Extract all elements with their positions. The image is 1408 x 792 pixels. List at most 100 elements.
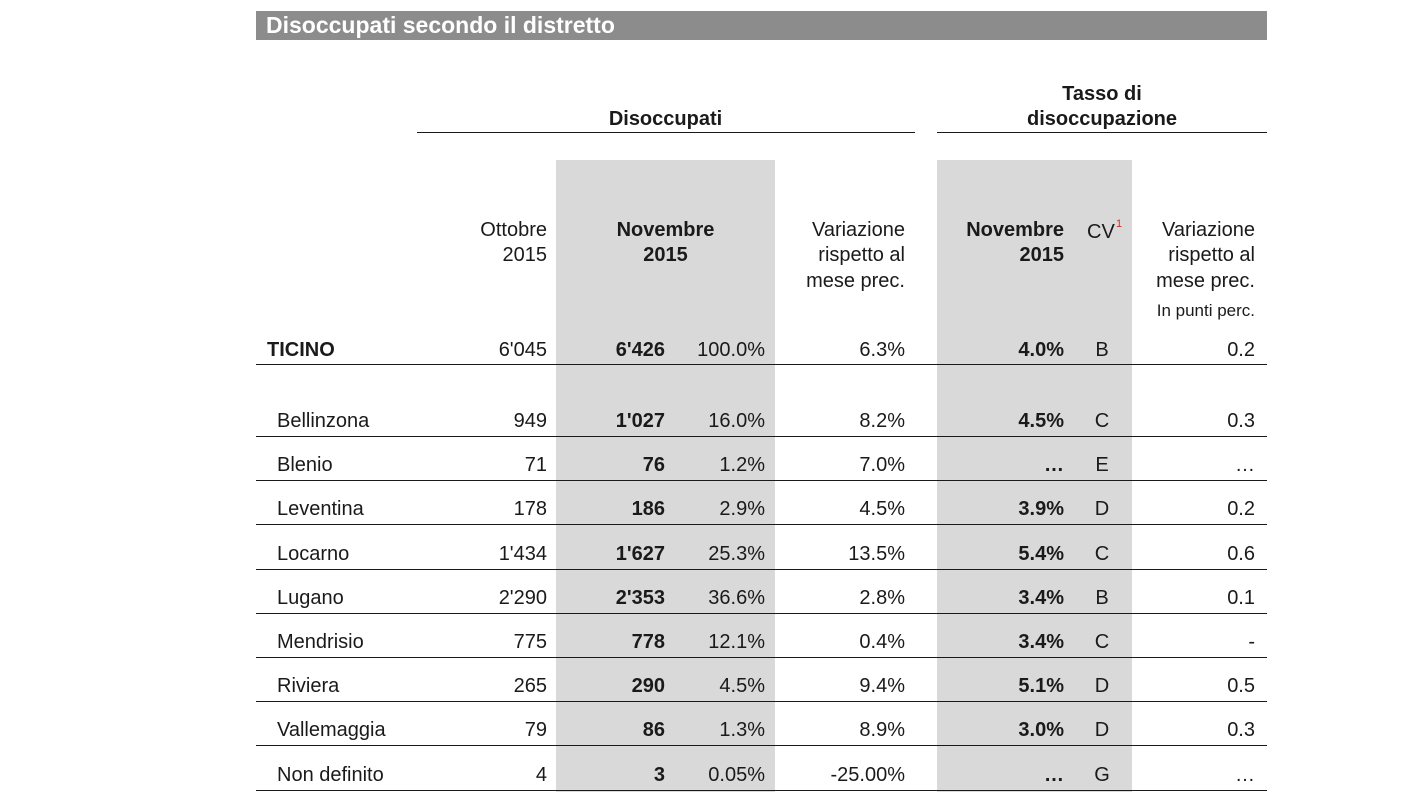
cell-tasso: 3.4%	[1018, 631, 1064, 653]
cell-novembre: 6'426	[615, 339, 665, 361]
cell-name: Lugano	[277, 587, 344, 609]
row-rule	[256, 613, 1267, 614]
col-header-tasso-novembre-line1: Novembre	[966, 219, 1064, 241]
cell-novembre: 778	[631, 631, 665, 653]
cell-percent: 4.5%	[719, 675, 765, 697]
cell-variazione: -25.00%	[830, 764, 906, 786]
col-header-ottobre-line2: 2015	[502, 244, 548, 266]
cell-variazione: 6.3%	[859, 339, 905, 361]
group-header-tasso-line1: Tasso di	[1062, 83, 1142, 105]
cell-cv: D	[1094, 498, 1110, 520]
col-header-tasso-variazione-line2: rispetto al	[1168, 244, 1255, 266]
cell-name: Non definito	[277, 764, 384, 786]
cell-tasso-variazione: …	[1235, 454, 1255, 476]
row-rule	[256, 480, 1267, 481]
shade-novembre-tasso	[937, 160, 1132, 792]
col-header-tasso-novembre-line2: 2015	[1019, 244, 1065, 266]
col-header-tasso-variazione-line1: Variazione	[1161, 219, 1255, 241]
cell-percent: 12.1%	[708, 631, 765, 653]
col-header-variazione-line2: rispetto al	[818, 244, 905, 266]
cell-cv: G	[1094, 764, 1110, 786]
cell-novembre: 2'353	[615, 587, 665, 609]
cell-percent: 16.0%	[708, 410, 765, 432]
cell-variazione: 8.9%	[859, 719, 905, 741]
cell-tasso: 5.4%	[1018, 543, 1064, 565]
cell-tasso-variazione: 0.2	[1227, 339, 1255, 361]
cell-variazione: 9.4%	[859, 675, 905, 697]
col-header-novembre-line2: 2015	[643, 244, 688, 266]
cell-tasso-variazione: 0.3	[1227, 719, 1255, 741]
cell-cv: D	[1094, 675, 1110, 697]
cell-tasso-variazione: 0.1	[1227, 587, 1255, 609]
cell-variazione: 4.5%	[859, 498, 905, 520]
cell-ottobre: 265	[513, 675, 547, 697]
row-rule	[256, 524, 1267, 525]
table-title-bar: Disoccupati secondo il distretto	[256, 11, 1267, 40]
cell-novembre: 86	[642, 719, 665, 741]
cell-tasso: 5.1%	[1018, 675, 1064, 697]
cell-percent: 36.6%	[708, 587, 765, 609]
row-rule	[256, 657, 1267, 658]
cell-name: Leventina	[277, 498, 364, 520]
cell-tasso: 4.5%	[1018, 410, 1064, 432]
cell-name: Locarno	[277, 543, 350, 565]
cell-percent: 2.9%	[719, 498, 765, 520]
cell-ottobre: 1'434	[498, 543, 547, 565]
cell-percent: 100.0%	[697, 339, 765, 361]
cell-novembre: 76	[642, 454, 665, 476]
group-header-disoccupati: Disoccupati	[608, 108, 723, 130]
cell-novembre: 1'627	[615, 543, 665, 565]
cell-cv: B	[1095, 339, 1109, 361]
cell-novembre: 1'027	[615, 410, 665, 432]
shade-novembre-disoccupati	[556, 160, 775, 792]
cell-cv: C	[1094, 543, 1110, 565]
row-rule	[256, 569, 1267, 570]
group-rule-tasso	[937, 132, 1267, 133]
cell-ottobre: 2'290	[498, 587, 547, 609]
cell-tasso-variazione: 0.2	[1227, 498, 1255, 520]
cell-tasso-variazione: -	[1248, 631, 1255, 653]
row-rule	[256, 745, 1267, 746]
cell-novembre: 186	[631, 498, 665, 520]
cell-variazione: 8.2%	[859, 410, 905, 432]
cell-cv: C	[1094, 631, 1110, 653]
cell-tasso: 3.9%	[1018, 498, 1064, 520]
cell-tasso-variazione: 0.6	[1227, 543, 1255, 565]
col-header-tasso-variazione-line4: In punti perc.	[1156, 301, 1255, 320]
cell-cv: C	[1094, 410, 1110, 432]
col-header-variazione-line1: Variazione	[811, 219, 905, 241]
col-header-novembre-line1: Novembre	[616, 219, 715, 241]
cell-cv: D	[1094, 719, 1110, 741]
cell-name: TICINO	[267, 339, 335, 361]
cell-name: Mendrisio	[277, 631, 364, 653]
cell-percent: 0.05%	[708, 764, 765, 786]
table-title: Disoccupati secondo il distretto	[266, 12, 615, 38]
cell-tasso: 4.0%	[1018, 339, 1064, 361]
cell-percent: 1.3%	[719, 719, 765, 741]
cell-ottobre: 79	[524, 719, 547, 741]
cell-ottobre: 775	[513, 631, 547, 653]
row-rule	[256, 790, 1267, 791]
cell-ottobre: 6'045	[498, 339, 547, 361]
cell-tasso: …	[1044, 454, 1064, 476]
cell-novembre: 3	[653, 764, 665, 786]
cell-variazione: 2.8%	[859, 587, 905, 609]
col-header-cv: CV	[1087, 221, 1115, 243]
cell-tasso-variazione: 0.5	[1227, 675, 1255, 697]
cell-novembre: 290	[631, 675, 665, 697]
cell-tasso-variazione: …	[1235, 764, 1255, 786]
col-header-cv-footnote: 1	[1116, 218, 1123, 230]
cell-ottobre: 949	[513, 410, 547, 432]
col-header-variazione-line3: mese prec.	[806, 270, 905, 292]
cell-variazione: 13.5%	[848, 543, 905, 565]
cell-tasso: …	[1044, 764, 1064, 786]
cell-ottobre: 71	[524, 454, 547, 476]
col-header-tasso-variazione-line3: mese prec.	[1156, 270, 1255, 292]
cell-tasso: 3.4%	[1018, 587, 1064, 609]
cell-tasso-variazione: 0.3	[1227, 410, 1255, 432]
cell-percent: 1.2%	[719, 454, 765, 476]
group-rule-disoccupati	[417, 132, 915, 133]
cell-cv: E	[1095, 454, 1109, 476]
cell-name: Blenio	[277, 454, 333, 476]
cell-cv: B	[1095, 587, 1109, 609]
